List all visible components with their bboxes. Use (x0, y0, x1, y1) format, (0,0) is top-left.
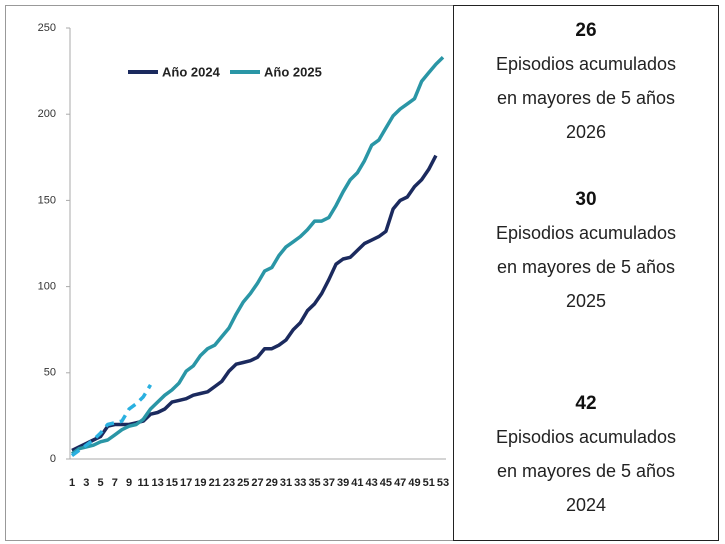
series-line (70, 56, 445, 456)
x-tick-label: 23 (223, 477, 235, 489)
summary-line: en mayores de 5 años (497, 461, 675, 481)
x-tick-label: 37 (323, 477, 335, 489)
x-tick-label: 49 (408, 477, 420, 489)
x-tick-label: 1 (69, 477, 75, 489)
x-tick-label: 3 (83, 477, 89, 489)
x-tick-label: 19 (194, 477, 206, 489)
y-tick-label: 200 (38, 108, 56, 120)
y-tick-label: 250 (38, 22, 56, 34)
x-tick-label: 7 (112, 477, 118, 489)
summary-line: Episodios acumulados (496, 427, 676, 447)
x-tick-label: 43 (366, 477, 378, 489)
x-tick-label: 9 (126, 477, 132, 489)
summary-line: 2026 (566, 122, 606, 142)
x-tick-label: 45 (380, 477, 392, 489)
x-tick-label: 11 (138, 477, 150, 489)
summary-number: 42 (575, 393, 596, 414)
summary-line: en mayores de 5 años (497, 257, 675, 277)
summary-number: 26 (575, 20, 596, 41)
y-tick-label: 150 (38, 194, 56, 206)
x-tick-label: 47 (394, 477, 406, 489)
series-line (70, 383, 153, 458)
x-tick-label: 41 (351, 477, 363, 489)
x-tick-label: 5 (97, 477, 103, 489)
x-tick-label: 25 (237, 477, 249, 489)
x-tick-label: 53 (437, 477, 449, 489)
legend-label: Año 2024 (162, 64, 221, 79)
summary-line: 2024 (566, 495, 606, 515)
x-tick-label: 17 (180, 477, 192, 489)
y-tick-label: 100 (38, 281, 56, 293)
x-tick-label: 39 (337, 477, 349, 489)
x-tick-label: 21 (209, 477, 221, 489)
summary-panel (453, 5, 719, 541)
x-tick-label: 29 (266, 477, 278, 489)
x-tick-label: 51 (423, 477, 435, 489)
summary-line: Episodios acumulados (496, 223, 676, 243)
x-tick-label: 15 (166, 477, 178, 489)
summary-number: 30 (575, 189, 596, 210)
series-line (71, 154, 438, 452)
x-tick-label: 27 (251, 477, 263, 489)
summary-line: Episodios acumulados (496, 54, 676, 74)
x-tick-label: 13 (151, 477, 163, 489)
x-tick-label: 33 (294, 477, 306, 489)
x-tick-label: 31 (280, 477, 292, 489)
x-tick-label: 35 (308, 477, 320, 489)
chart-frame (5, 5, 454, 541)
y-tick-label: 0 (50, 453, 56, 465)
summary-line: 2025 (566, 291, 606, 311)
summary-line: en mayores de 5 años (497, 88, 675, 108)
y-tick-label: 50 (44, 367, 56, 379)
legend-label: Año 2025 (264, 64, 322, 79)
